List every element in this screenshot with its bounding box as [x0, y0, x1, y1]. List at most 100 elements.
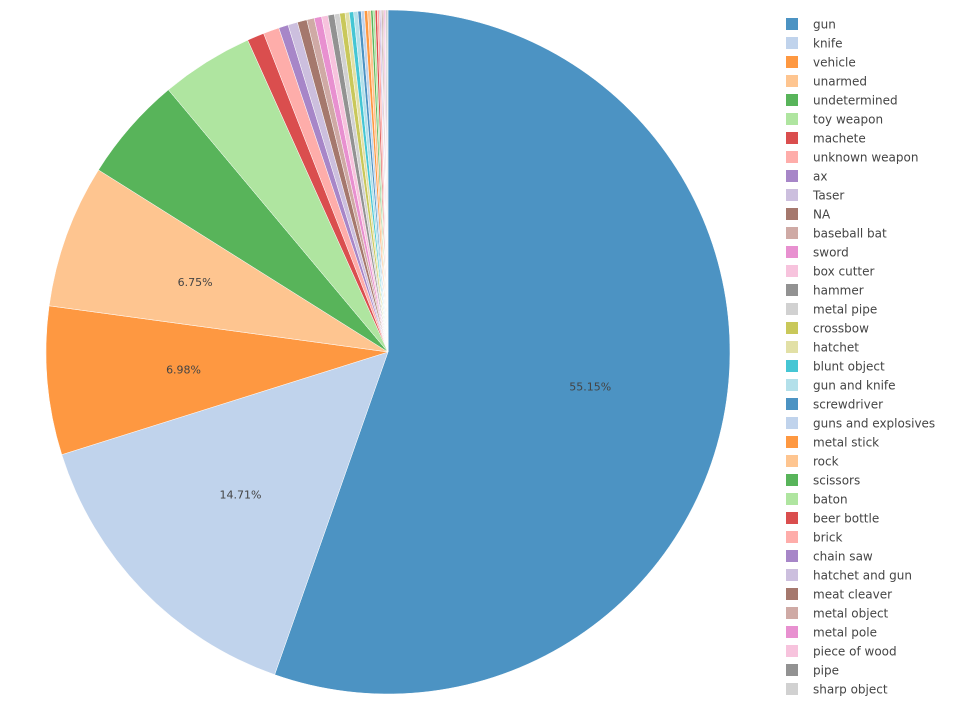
pie-slices	[45, 9, 731, 695]
legend-label: metal pole	[813, 626, 877, 640]
legend-item-pipe[interactable]: pipe	[786, 664, 839, 678]
legend-swatch	[786, 550, 798, 562]
slice-label-knife: 14.71%	[220, 489, 262, 502]
legend-item-baton[interactable]: baton	[786, 493, 848, 507]
legend-item-hammer[interactable]: hammer	[786, 284, 864, 298]
legend-item-gun-and-knife[interactable]: gun and knife	[786, 379, 896, 393]
legend-item-taser[interactable]: Taser	[786, 189, 844, 203]
legend-swatch	[786, 113, 798, 125]
legend-item-machete[interactable]: machete	[786, 132, 866, 146]
pie-slice-gun[interactable]	[274, 9, 731, 695]
legend-label: meat cleaver	[813, 588, 892, 602]
legend-label: blunt object	[813, 360, 885, 374]
legend-label: metal object	[813, 607, 889, 621]
pie-slice-knife[interactable]	[61, 351, 389, 675]
legend-label: gun	[813, 18, 836, 32]
legend-item-beer-bottle[interactable]: beer bottle	[786, 512, 879, 526]
legend-swatch	[786, 265, 798, 277]
legend-swatch	[786, 379, 798, 391]
legend-label: beer bottle	[813, 512, 879, 526]
legend-item-crossbow[interactable]: crossbow	[786, 322, 869, 336]
legend-swatch	[786, 569, 798, 581]
legend-item-hatchet-and-gun[interactable]: hatchet and gun	[786, 569, 912, 583]
legend-label: screwdriver	[813, 398, 883, 412]
legend-label: piece of wood	[813, 645, 897, 659]
legend-label: baseball bat	[813, 227, 887, 241]
pie-slice-sharp-object[interactable]	[386, 9, 389, 353]
legend-swatch	[786, 531, 798, 543]
legend-label: hatchet	[813, 341, 859, 355]
legend-item-chain-saw[interactable]: chain saw	[786, 550, 873, 564]
legend-item-piece-of-wood[interactable]: piece of wood	[786, 645, 897, 659]
legend-swatch	[786, 626, 798, 638]
legend-swatch	[786, 208, 798, 220]
legend-item-vehicle[interactable]: vehicle	[786, 56, 856, 70]
legend-label: ax	[813, 170, 827, 184]
pie-slice-vehicle[interactable]	[45, 305, 389, 455]
legend-label: sword	[813, 246, 849, 260]
legend-swatch	[786, 322, 798, 334]
legend-label: pipe	[813, 664, 839, 678]
legend-swatch	[786, 170, 798, 182]
legend-label: sharp object	[813, 683, 888, 697]
legend-item-box-cutter[interactable]: box cutter	[786, 265, 875, 279]
legend-swatch	[786, 227, 798, 239]
legend-item-scissors[interactable]: scissors	[786, 474, 860, 488]
legend-item-unarmed[interactable]: unarmed	[786, 75, 867, 89]
legend-swatch	[786, 588, 798, 600]
legend-label: scissors	[813, 474, 860, 488]
legend-label: box cutter	[813, 265, 875, 279]
legend-swatch	[786, 398, 798, 410]
legend-swatch	[786, 37, 798, 49]
legend-item-sharp-object[interactable]: sharp object	[786, 683, 888, 697]
legend-swatch	[786, 474, 798, 486]
legend-swatch	[786, 246, 798, 258]
legend-label: vehicle	[813, 56, 856, 70]
legend-label: unarmed	[813, 75, 867, 89]
legend-item-knife[interactable]: knife	[786, 37, 843, 51]
legend-item-toy-weapon[interactable]: toy weapon	[786, 113, 883, 127]
legend-label: NA	[813, 208, 831, 222]
legend-item-sword[interactable]: sword	[786, 246, 849, 260]
legend-item-metal-object[interactable]: metal object	[786, 607, 889, 621]
legend-swatch	[786, 303, 798, 315]
legend-label: hammer	[813, 284, 864, 298]
legend-item-rock[interactable]: rock	[786, 455, 839, 469]
legend-label: hatchet and gun	[813, 569, 912, 583]
legend-swatch	[786, 151, 798, 163]
legend-item-meat-cleaver[interactable]: meat cleaver	[786, 588, 892, 602]
legend-label: machete	[813, 132, 866, 146]
legend-label: crossbow	[813, 322, 869, 336]
legend-item-hatchet[interactable]: hatchet	[786, 341, 859, 355]
legend-item-unknown-weapon[interactable]: unknown weapon	[786, 151, 918, 165]
legend-item-metal-pipe[interactable]: metal pipe	[786, 303, 877, 317]
legend-item-na[interactable]: NA	[786, 208, 831, 222]
pie-slice-unarmed[interactable]	[48, 169, 389, 353]
legend-item-ax[interactable]: ax	[786, 170, 827, 184]
legend-swatch	[786, 493, 798, 505]
legend-swatch	[786, 284, 798, 296]
legend-swatch	[786, 360, 798, 372]
legend-label: toy weapon	[813, 113, 883, 127]
legend-swatch	[786, 189, 798, 201]
legend-swatch	[786, 436, 798, 448]
legend-item-blunt-object[interactable]: blunt object	[786, 360, 885, 374]
legend-label: metal stick	[813, 436, 879, 450]
legend-swatch	[786, 341, 798, 353]
legend-swatch	[786, 18, 798, 30]
legend-swatch	[786, 455, 798, 467]
legend-item-undetermined[interactable]: undetermined	[786, 94, 898, 108]
legend-item-metal-pole[interactable]: metal pole	[786, 626, 877, 640]
slice-labels: 55.15% 14.71% 6.98% 6.75%	[166, 276, 611, 502]
legend[interactable]: gun knife vehicle unarmed undetermined toy we…	[786, 18, 935, 697]
legend-label: knife	[813, 37, 843, 51]
legend-item-brick[interactable]: brick	[786, 531, 842, 545]
legend-swatch	[786, 56, 798, 68]
legend-item-metal-stick[interactable]: metal stick	[786, 436, 879, 450]
legend-item-screwdriver[interactable]: screwdriver	[786, 398, 883, 412]
legend-item-guns-and-explosives[interactable]: guns and explosives	[786, 417, 935, 431]
legend-label: metal pipe	[813, 303, 877, 317]
legend-swatch	[786, 607, 798, 619]
legend-item-gun[interactable]: gun	[786, 18, 836, 32]
legend-item-baseball-bat[interactable]: baseball bat	[786, 227, 887, 241]
